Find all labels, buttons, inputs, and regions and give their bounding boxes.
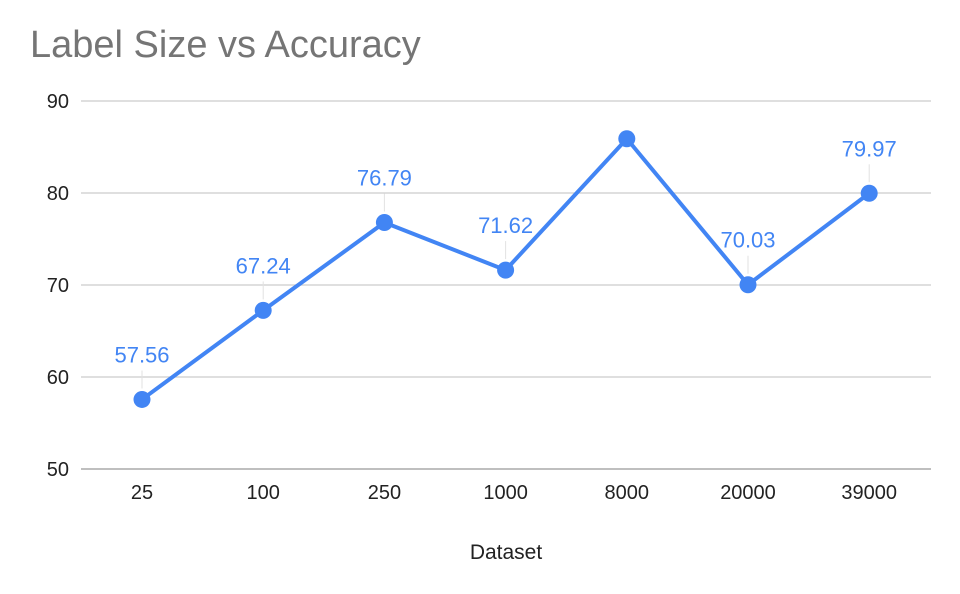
- data-label: 71.62: [478, 213, 533, 238]
- data-label: 76.79: [357, 166, 412, 191]
- y-tick-label: 70: [47, 275, 69, 297]
- y-tick-label: 80: [47, 183, 69, 205]
- gridlines: [81, 100, 931, 470]
- x-tick-label: 39000: [841, 482, 897, 504]
- x-tick-label: 100: [247, 482, 280, 504]
- data-label: 57.56: [114, 342, 169, 367]
- x-tick-label: 250: [368, 482, 401, 504]
- x-tick-label: 1000: [483, 482, 528, 504]
- y-tick-label: 90: [47, 91, 69, 113]
- data-label: 79.97: [842, 136, 897, 161]
- data-point: [860, 184, 878, 202]
- data-label: 70.03: [720, 228, 775, 253]
- series-accuracy: [133, 130, 878, 408]
- x-tick-label: 8000: [605, 482, 650, 504]
- x-tick-label: 20000: [720, 482, 776, 504]
- data-point: [739, 276, 757, 294]
- y-tick-label: 50: [47, 459, 69, 481]
- data-point: [618, 130, 636, 148]
- data-point: [497, 261, 515, 279]
- chart-title: Label Size vs Accuracy: [30, 24, 421, 66]
- data-labels: 57.56 67.24 76.79 71.62 70.03 79.97: [114, 136, 897, 389]
- data-point: [375, 214, 393, 232]
- data-point: [254, 301, 272, 319]
- y-tick-label: 60: [47, 367, 69, 389]
- data-point: [133, 390, 151, 408]
- x-axis-ticks: 25 100 250 1000 8000 20000 39000: [131, 482, 897, 504]
- x-tick-label: 25: [131, 482, 153, 504]
- data-label: 67.24: [236, 253, 291, 278]
- y-axis-ticks: 50 60 70 80 90: [47, 91, 69, 481]
- x-axis-title: Dataset: [470, 541, 543, 564]
